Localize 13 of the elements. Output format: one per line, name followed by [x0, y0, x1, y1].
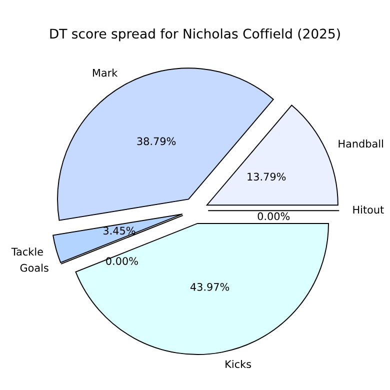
text: 0.00%	[106, 257, 138, 265]
data-label: 3.45%	[103, 226, 136, 235]
data-label: 43.97%	[190, 282, 230, 291]
data-label: 38.79%	[137, 137, 176, 146]
data-label: 13.79%	[248, 172, 286, 181]
slice-label: Kicks	[226, 360, 252, 368]
slice-label: Mark	[92, 68, 118, 77]
text: 0.00%	[258, 212, 290, 220]
category-label: Hitout	[353, 206, 384, 214]
slice-label: Handball	[338, 140, 383, 148]
category-label: Goals	[20, 264, 48, 272]
chart-title: DT score spread for Nicholas Coffield (2025)	[50, 28, 340, 42]
slice-label: Tackle	[11, 248, 43, 256]
